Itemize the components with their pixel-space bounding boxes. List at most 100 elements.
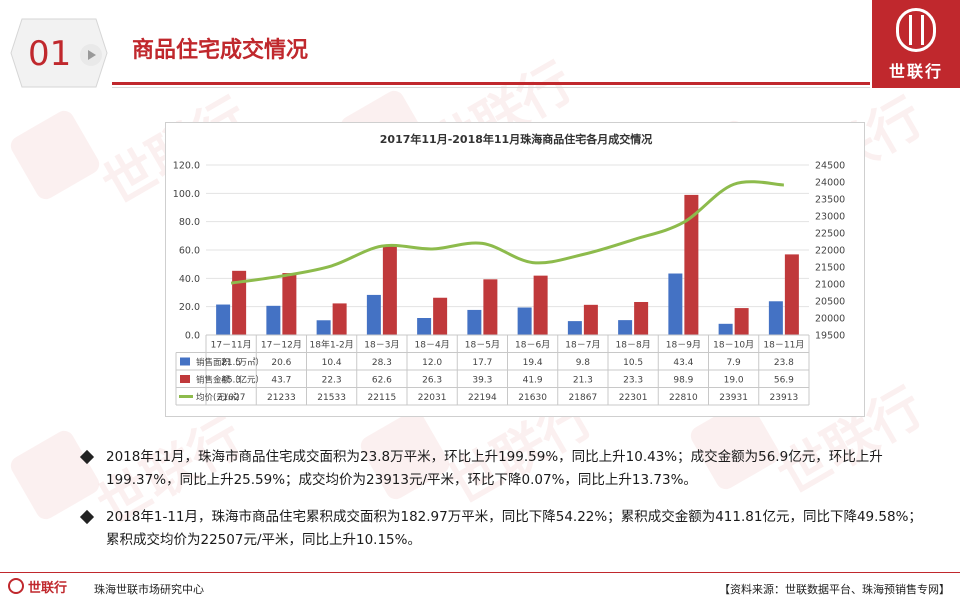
data-table-value: 62.6: [372, 376, 392, 386]
bar-amount: [583, 304, 598, 335]
y-right-tick-label: 21000: [815, 280, 845, 291]
data-table-value: 12.0: [422, 358, 442, 368]
bar-amount: [433, 297, 448, 335]
bar-amount: [483, 279, 498, 335]
data-table-value: 23.8: [774, 358, 794, 368]
data-table-value: 22031: [418, 393, 447, 403]
title-divider: [112, 82, 870, 85]
title-divider-thin: [112, 87, 870, 88]
play-arrow-icon: [80, 44, 102, 66]
x-category-label: 18－6月: [515, 340, 550, 351]
y-right-tick-label: 19500: [815, 331, 845, 342]
bullet-text: 2018年11月，珠海市商品住宅成交面积为23.8万平米，环比上升199.59%…: [106, 449, 883, 488]
bullet-item: 2018年11月，珠海市商品住宅成交面积为23.8万平米，环比上升199.59%…: [79, 446, 932, 492]
bar-area: [668, 273, 683, 335]
data-table-value: 28.3: [372, 358, 392, 368]
footer-divider: [0, 572, 960, 573]
bar-area: [567, 321, 582, 335]
bar-area: [216, 304, 231, 335]
bar-area: [718, 323, 733, 335]
y-right-tick-label: 20000: [815, 314, 845, 325]
x-category-label: 18－11月: [763, 340, 804, 351]
watermark-logo: [7, 107, 103, 203]
legend-label: 销售面积（万㎡）: [196, 357, 264, 368]
bar-area: [467, 309, 482, 335]
data-table-value: 22301: [619, 393, 648, 403]
y-right-tick-label: 20500: [815, 297, 845, 308]
bar-area: [517, 307, 532, 335]
brand-logo-icon: [896, 8, 936, 52]
data-table-value: 41.9: [523, 376, 543, 386]
data-table-value: 10.4: [322, 358, 342, 368]
bar-amount: [684, 194, 699, 335]
bar-amount: [332, 303, 347, 335]
y-right-tick-label: 21500: [815, 263, 845, 274]
data-table-value: 22115: [368, 393, 397, 403]
data-table-value: 10.5: [623, 358, 643, 368]
data-table-value: 19.0: [724, 376, 744, 386]
bar-area: [768, 301, 783, 335]
x-category-label: 18－10月: [713, 340, 754, 351]
section-number: 01: [28, 34, 72, 74]
footer-brand: 世联行: [28, 581, 68, 596]
y-left-tick-label: 20.0: [179, 302, 200, 313]
y-right-tick-label: 23000: [815, 212, 845, 223]
y-left-tick-label: 0.0: [185, 331, 200, 342]
data-table-value: 21867: [569, 393, 598, 403]
x-category-label: 17－12月: [261, 340, 302, 351]
bar-amount: [382, 246, 397, 335]
data-table-value: 98.9: [673, 376, 693, 386]
legend-swatch: [180, 375, 190, 383]
legend-label: 销售金额（亿元）: [196, 375, 264, 386]
y-right-tick-label: 22000: [815, 246, 845, 257]
x-category-label: 18－5月: [465, 340, 500, 351]
data-table-value: 20.6: [271, 358, 291, 368]
data-table-value: 56.9: [774, 376, 794, 386]
y-right-tick-label: 22500: [815, 229, 845, 240]
y-left-tick-label: 120.0: [173, 161, 200, 172]
data-table-value: 21233: [267, 393, 296, 403]
x-category-label: 18－7月: [565, 340, 600, 351]
data-table-value: 21027: [217, 393, 246, 403]
summary-bullets: 2018年11月，珠海市商品住宅成交面积为23.8万平米，环比上升199.59%…: [79, 446, 932, 566]
diamond-bullet-icon: [79, 449, 95, 465]
x-category-label: 18－8月: [616, 340, 651, 351]
bar-amount: [784, 254, 799, 335]
legend-label: 均价(元/㎡): [196, 392, 240, 403]
bar-area: [316, 320, 331, 335]
bullet-item: 2018年1-11月，珠海市商品住宅累积成交面积为182.97万平米，同比下降5…: [79, 506, 932, 552]
x-category-label: 18－4月: [415, 340, 450, 351]
data-table-value: 43.4: [673, 358, 693, 368]
data-table-value: 22194: [468, 393, 497, 403]
y-left-tick-label: 40.0: [179, 274, 200, 285]
bar-area: [618, 320, 633, 335]
y-left-tick-label: 80.0: [179, 217, 200, 228]
y-right-tick-label: 24000: [815, 178, 845, 189]
x-category-label: 18年1-2月: [310, 339, 354, 351]
bullet-text: 2018年1-11月，珠海市商品住宅累积成交面积为182.97万平米，同比下降5…: [106, 509, 922, 548]
y-right-tick-label: 23500: [815, 195, 845, 206]
bar-amount: [232, 270, 247, 335]
data-table-value: 23931: [719, 393, 748, 403]
page-title: 商品住宅成交情况: [132, 38, 309, 63]
data-table-value: 9.8: [576, 358, 591, 368]
y-left-tick-label: 100.0: [173, 189, 200, 200]
bar-amount: [734, 308, 749, 335]
data-table-value: 39.3: [472, 376, 492, 386]
data-table-value: 19.4: [523, 358, 543, 368]
data-table-value: 21630: [518, 393, 547, 403]
data-table-value: 21.5: [221, 358, 241, 368]
bar-area: [366, 294, 381, 335]
bar-amount: [282, 273, 297, 335]
chart-panel: 2017年11月-2018年11月珠海商品住宅各月成交情况 0.0 20.0 40.0…: [165, 122, 865, 417]
data-table-value: 17.7: [472, 358, 492, 368]
diamond-bullet-icon: [79, 509, 95, 525]
data-table-value: 23913: [770, 393, 799, 403]
section-badge: [10, 18, 108, 88]
bar-area: [417, 318, 432, 335]
section-badge-shape: [10, 18, 108, 88]
footer-logo-icon: [8, 578, 24, 594]
data-table-value: 22.3: [322, 376, 342, 386]
data-table-value: 21533: [317, 393, 346, 403]
legend-swatch: [180, 357, 190, 366]
